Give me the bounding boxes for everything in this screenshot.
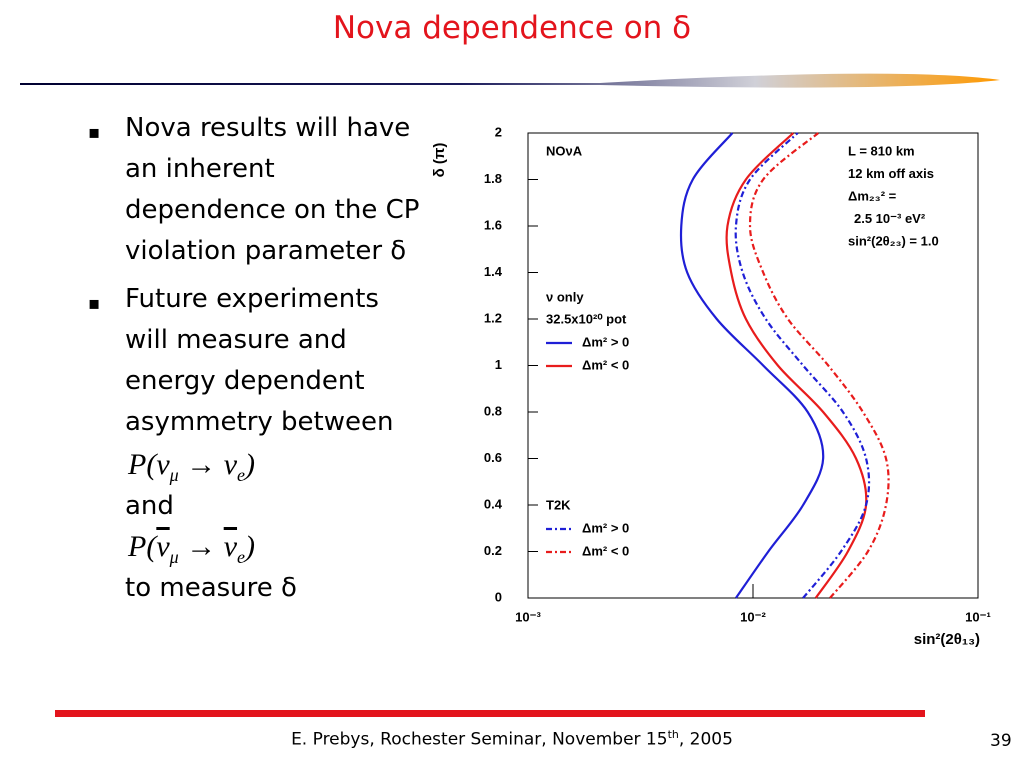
- y-axis-label: δ (π): [431, 143, 448, 178]
- y-tick-label: 1: [495, 357, 502, 372]
- legend-label: Δm² > 0: [582, 520, 629, 535]
- legend-header: NOνA: [546, 143, 583, 158]
- legend-label: Δm² < 0: [582, 357, 629, 372]
- text: to measure δ: [125, 573, 297, 603]
- text: asymmetry between: [125, 407, 394, 437]
- title: Nova dependence on δ: [332, 10, 692, 46]
- curve: [679, 132, 825, 599]
- t: μ: [169, 547, 179, 567]
- annotation: sin²(2θ₂₃) = 1.0: [848, 233, 939, 248]
- t: →: [178, 448, 224, 481]
- y-tick-label: 1.4: [484, 264, 503, 279]
- y-tick-label: 1.6: [484, 217, 502, 232]
- text: will measure and: [125, 325, 347, 355]
- t: P(: [128, 530, 157, 563]
- t: ν: [156, 448, 170, 481]
- legend-label: Δm² < 0: [582, 543, 629, 558]
- y-tick-label: 0.2: [484, 543, 502, 558]
- t: ): [245, 530, 256, 563]
- y-tick-label: 2: [495, 124, 502, 139]
- text: dependence on the CP: [125, 195, 420, 225]
- footer: E. Prebys, Rochester Seminar, November 1…: [0, 728, 1024, 750]
- page-number: 39: [990, 731, 1012, 751]
- text: and: [125, 491, 174, 521]
- t: E. Prebys, Rochester Seminar, November 1…: [291, 729, 668, 750]
- curve: [734, 132, 871, 599]
- y-tick-label: 0: [495, 589, 502, 604]
- t: e: [237, 465, 246, 485]
- annotation: 12 km off axis: [848, 166, 934, 181]
- t: ν: [223, 530, 238, 563]
- t: ν: [156, 530, 170, 563]
- annotation: Δm₂₃² =: [848, 188, 897, 203]
- t: , 2005: [678, 729, 733, 750]
- y-tick-label: 0.8: [484, 403, 502, 418]
- text: energy dependent: [125, 366, 365, 396]
- bullet: ▪: [88, 293, 101, 314]
- legend-header: T2K: [546, 497, 571, 512]
- text: Nova results will have: [125, 113, 411, 143]
- footer-rule: [55, 710, 925, 717]
- formula: P(νμ → νe): [128, 448, 255, 486]
- y-tick-label: 0.6: [484, 450, 502, 465]
- legend-header: 32.5x10²⁰ pot: [546, 311, 627, 326]
- legend-header: ν only: [546, 289, 584, 304]
- formula: P(νμ → νe): [128, 530, 255, 568]
- x-tick-label: 10⁻³: [515, 609, 541, 624]
- t: e: [237, 547, 246, 567]
- x-axis-label: sin²(2θ₁₃): [914, 631, 980, 648]
- y-tick-label: 1.2: [484, 310, 502, 325]
- curve: [725, 132, 868, 599]
- bullet: ▪: [88, 122, 101, 143]
- x-tick-label: 10⁻²: [740, 609, 766, 624]
- y-tick-label: 0.4: [484, 496, 503, 511]
- annotation: 2.5 10⁻³ eV²: [854, 211, 926, 226]
- t: ): [245, 448, 256, 481]
- t: ν: [223, 448, 238, 481]
- t: →: [178, 530, 224, 563]
- text: Future experiments: [125, 284, 379, 314]
- legend-label: Δm² > 0: [582, 334, 629, 349]
- annotation: L = 810 km: [848, 143, 915, 158]
- t: th: [667, 728, 679, 741]
- t: μ: [169, 465, 179, 485]
- text: violation parameter δ: [125, 236, 407, 266]
- curve: [748, 132, 890, 599]
- y-tick-label: 1.8: [484, 171, 502, 186]
- x-tick-label: 10⁻¹: [965, 609, 991, 624]
- text: an inherent: [125, 154, 275, 184]
- title-rule: [20, 73, 1000, 88]
- t: P(: [128, 448, 157, 481]
